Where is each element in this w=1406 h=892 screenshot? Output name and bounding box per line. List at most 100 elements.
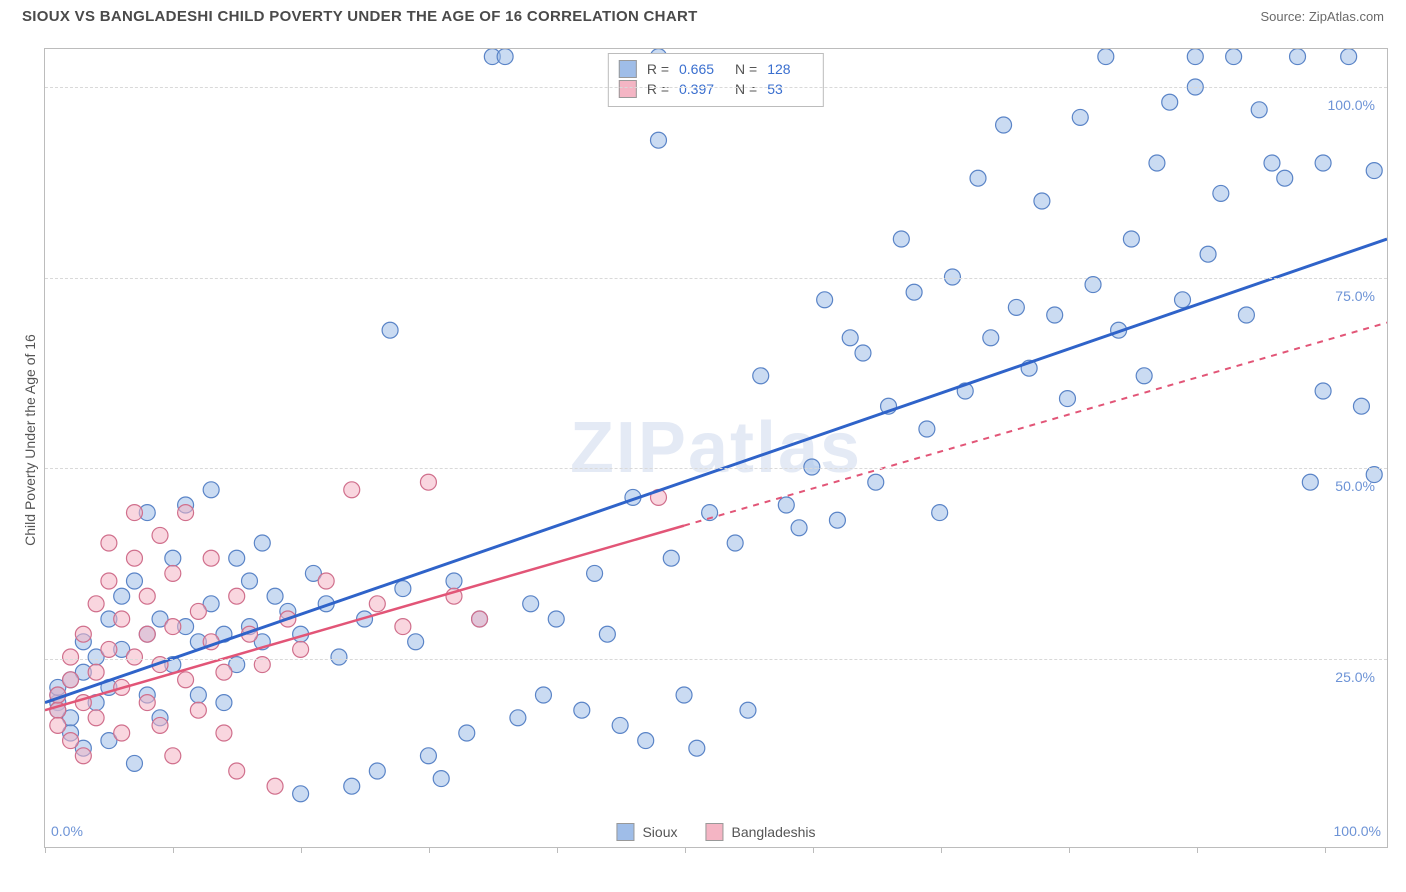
data-point [1034,193,1050,209]
data-point [126,649,142,665]
data-point [548,611,564,627]
data-point [229,763,245,779]
legend-swatch [616,823,634,841]
data-point [139,695,155,711]
data-point [101,641,117,657]
data-point [868,474,884,490]
data-point [331,649,347,665]
data-point [599,626,615,642]
trend-line [45,239,1387,703]
data-point [535,687,551,703]
data-point [152,527,168,543]
y-tick-label: 75.0% [1335,288,1375,304]
chart-area: ZIPatlas R =0.665N =128R =0.397N =53 Sio… [44,48,1388,848]
data-point [1072,109,1088,125]
data-point [126,550,142,566]
x-axis-min-label: 0.0% [51,823,83,839]
data-point [165,619,181,635]
data-point [791,520,807,536]
data-point [178,672,194,688]
data-point [612,717,628,733]
data-point [906,284,922,300]
trend-line-extrapolated [684,323,1387,526]
data-point [663,550,679,566]
data-point [727,535,743,551]
data-point [126,573,142,589]
legend: SiouxBangladeshis [616,823,815,841]
data-point [63,649,79,665]
data-point [1238,307,1254,323]
data-point [1277,170,1293,186]
x-tick [941,847,942,853]
data-point [420,474,436,490]
data-point [676,687,692,703]
data-point [510,710,526,726]
data-point [395,581,411,597]
legend-label: Bangladeshis [731,824,815,840]
data-point [126,755,142,771]
y-tick-label: 100.0% [1328,97,1375,113]
data-point [139,626,155,642]
data-point [382,322,398,338]
data-point [293,641,309,657]
data-point [587,565,603,581]
data-point [229,588,245,604]
data-point [267,778,283,794]
data-point [75,748,91,764]
data-point [216,664,232,680]
data-point [114,588,130,604]
data-point [293,786,309,802]
data-point [1226,49,1242,65]
data-point [165,565,181,581]
data-point [75,626,91,642]
data-point [1213,185,1229,201]
x-tick [1069,847,1070,853]
data-point [1162,94,1178,110]
data-point [472,611,488,627]
data-point [101,573,117,589]
data-point [1187,49,1203,65]
data-point [1149,155,1165,171]
data-point [88,710,104,726]
data-point [1315,155,1331,171]
data-point [216,725,232,741]
data-point [101,535,117,551]
gridline-h [45,659,1387,660]
data-point [433,771,449,787]
data-point [523,596,539,612]
data-point [369,596,385,612]
data-point [1264,155,1280,171]
data-point [459,725,475,741]
data-point [1123,231,1139,247]
data-point [408,634,424,650]
data-point [638,733,654,749]
data-point [1251,102,1267,118]
x-tick [301,847,302,853]
data-point [139,588,155,604]
data-point [1302,474,1318,490]
stats-box: R =0.665N =128 R =0.397N =53 [608,53,824,107]
data-point [216,695,232,711]
data-point [267,588,283,604]
data-point [1008,299,1024,315]
scatter-plot-svg [45,49,1387,847]
stats-row: R =0.397N =53 [619,80,813,98]
x-tick [45,847,46,853]
data-point [1098,49,1114,65]
x-tick [173,847,174,853]
data-point [395,619,411,635]
series-swatch [619,60,637,78]
y-tick-label: 25.0% [1335,669,1375,685]
data-point [842,330,858,346]
data-point [497,49,513,65]
stats-row: R =0.665N =128 [619,60,813,78]
x-tick [685,847,686,853]
data-point [1366,163,1382,179]
data-point [190,702,206,718]
legend-item: Bangladeshis [705,823,815,841]
legend-swatch [705,823,723,841]
data-point [63,672,79,688]
x-tick [429,847,430,853]
data-point [1175,292,1191,308]
source-credit: Source: ZipAtlas.com [1260,9,1384,24]
